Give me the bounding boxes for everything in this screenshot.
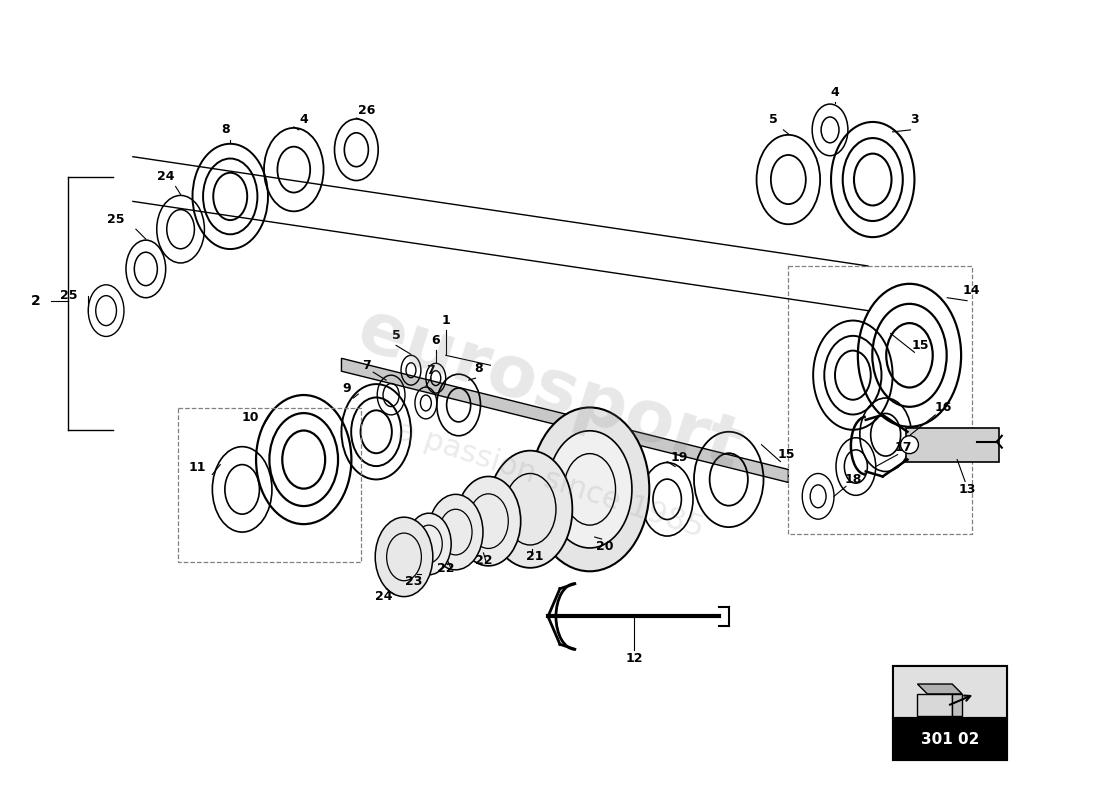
Ellipse shape — [530, 407, 649, 571]
Text: 24: 24 — [375, 590, 393, 603]
Text: 7: 7 — [427, 364, 436, 377]
FancyBboxPatch shape — [892, 666, 1006, 718]
Ellipse shape — [407, 514, 451, 574]
Text: 8: 8 — [221, 123, 230, 136]
FancyBboxPatch shape — [892, 666, 1006, 761]
Text: 23: 23 — [405, 575, 422, 588]
Polygon shape — [917, 694, 953, 716]
Polygon shape — [953, 694, 962, 716]
Text: a passion since 1985: a passion since 1985 — [393, 416, 707, 543]
Text: 4: 4 — [830, 86, 839, 98]
Text: 2: 2 — [31, 294, 41, 308]
Text: 18: 18 — [844, 473, 861, 486]
Ellipse shape — [456, 477, 520, 566]
Text: 16: 16 — [935, 402, 952, 414]
Text: 17: 17 — [894, 441, 912, 454]
Text: 3: 3 — [910, 114, 918, 126]
Polygon shape — [917, 684, 962, 694]
Text: 301 02: 301 02 — [921, 732, 979, 747]
Text: 26: 26 — [358, 103, 375, 117]
Text: 15: 15 — [912, 339, 930, 352]
Text: 13: 13 — [958, 483, 976, 496]
Text: 15: 15 — [778, 448, 795, 461]
Text: 19: 19 — [670, 451, 688, 464]
FancyBboxPatch shape — [905, 428, 999, 462]
Polygon shape — [341, 358, 789, 482]
Text: eurosport: eurosport — [349, 295, 751, 485]
Ellipse shape — [548, 430, 631, 548]
Ellipse shape — [428, 494, 483, 570]
FancyBboxPatch shape — [892, 718, 1006, 761]
Text: 4: 4 — [299, 114, 308, 126]
Text: 1: 1 — [441, 314, 450, 327]
Text: 24: 24 — [157, 170, 175, 183]
Text: 21: 21 — [527, 550, 543, 563]
Text: 5: 5 — [769, 114, 778, 126]
Ellipse shape — [375, 517, 432, 597]
Text: 6: 6 — [431, 334, 440, 347]
Text: 7: 7 — [362, 358, 371, 372]
Text: 12: 12 — [626, 652, 644, 665]
Text: 22: 22 — [437, 562, 454, 575]
Text: 14: 14 — [962, 284, 980, 298]
Text: 20: 20 — [596, 541, 614, 554]
Ellipse shape — [901, 436, 918, 454]
Text: 9: 9 — [342, 382, 351, 394]
Text: 22: 22 — [475, 554, 492, 567]
Ellipse shape — [488, 450, 572, 568]
Text: 25: 25 — [59, 290, 77, 302]
Text: 5: 5 — [392, 329, 400, 342]
Text: 8: 8 — [474, 362, 483, 374]
Text: 10: 10 — [241, 411, 258, 424]
Text: 25: 25 — [108, 213, 124, 226]
Text: 11: 11 — [189, 461, 206, 474]
